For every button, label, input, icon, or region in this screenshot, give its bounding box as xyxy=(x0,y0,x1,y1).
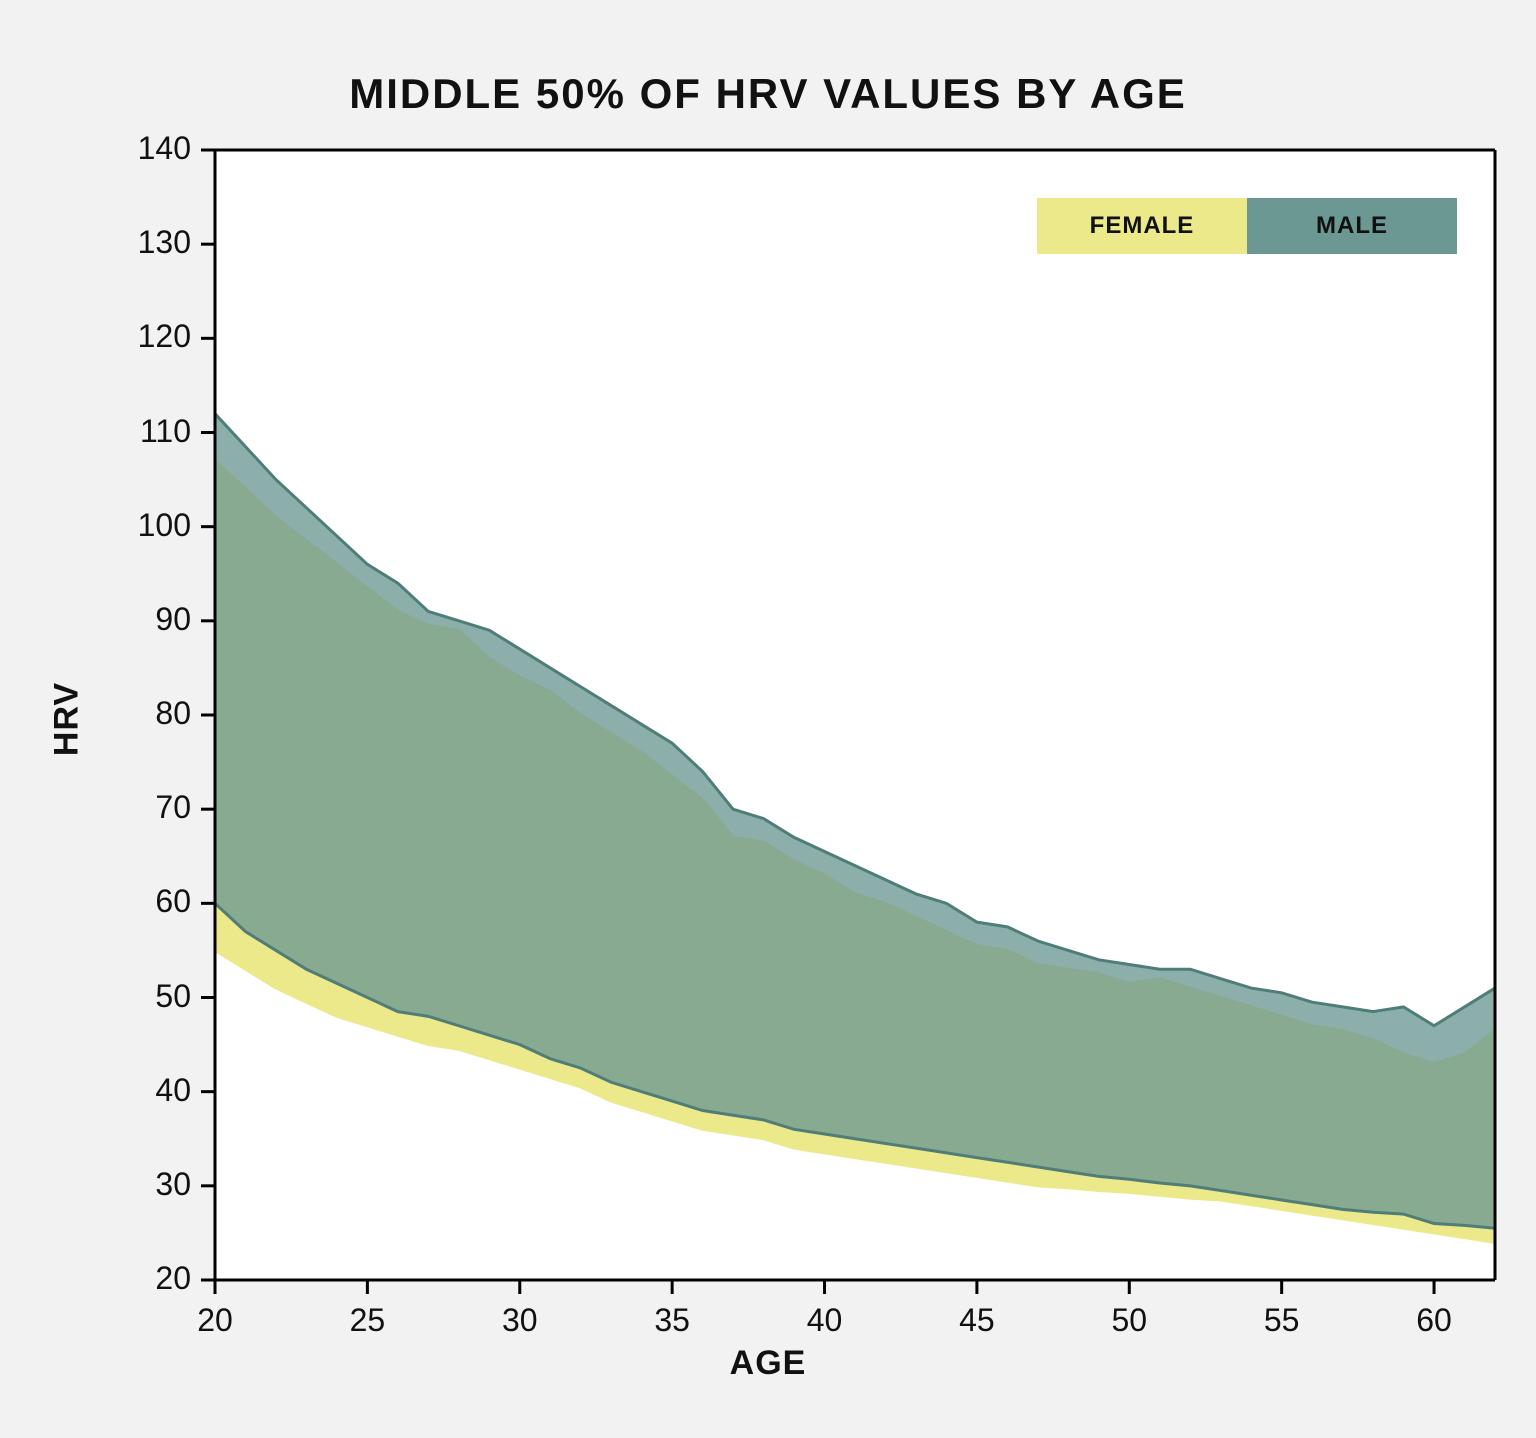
x-tick-label: 25 xyxy=(327,1302,407,1339)
y-tick-label: 110 xyxy=(111,413,191,450)
x-tick-label: 60 xyxy=(1394,1302,1474,1339)
y-tick-label: 140 xyxy=(111,130,191,167)
x-tick-label: 55 xyxy=(1242,1302,1322,1339)
y-tick-label: 30 xyxy=(111,1166,191,1203)
x-tick-label: 30 xyxy=(480,1302,560,1339)
y-tick-label: 100 xyxy=(111,507,191,544)
y-tick-label: 60 xyxy=(111,883,191,920)
y-tick-label: 80 xyxy=(111,695,191,732)
y-tick-label: 20 xyxy=(111,1260,191,1297)
y-tick-label: 130 xyxy=(111,224,191,261)
legend-item-female: FEMALE xyxy=(1037,198,1247,254)
y-tick-label: 50 xyxy=(111,978,191,1015)
x-tick-label: 20 xyxy=(175,1302,255,1339)
y-tick-label: 70 xyxy=(111,789,191,826)
hrv-chart: MIDDLE 50% OF HRV VALUES BY AGE HRV AGE … xyxy=(0,0,1536,1438)
x-tick-label: 45 xyxy=(937,1302,1017,1339)
y-tick-label: 120 xyxy=(111,318,191,355)
x-tick-label: 50 xyxy=(1089,1302,1169,1339)
y-tick-label: 40 xyxy=(111,1072,191,1109)
legend-item-male: MALE xyxy=(1247,198,1457,254)
x-tick-label: 35 xyxy=(632,1302,712,1339)
legend: FEMALEMALE xyxy=(1037,198,1457,254)
x-tick-label: 40 xyxy=(785,1302,865,1339)
y-tick-label: 90 xyxy=(111,601,191,638)
